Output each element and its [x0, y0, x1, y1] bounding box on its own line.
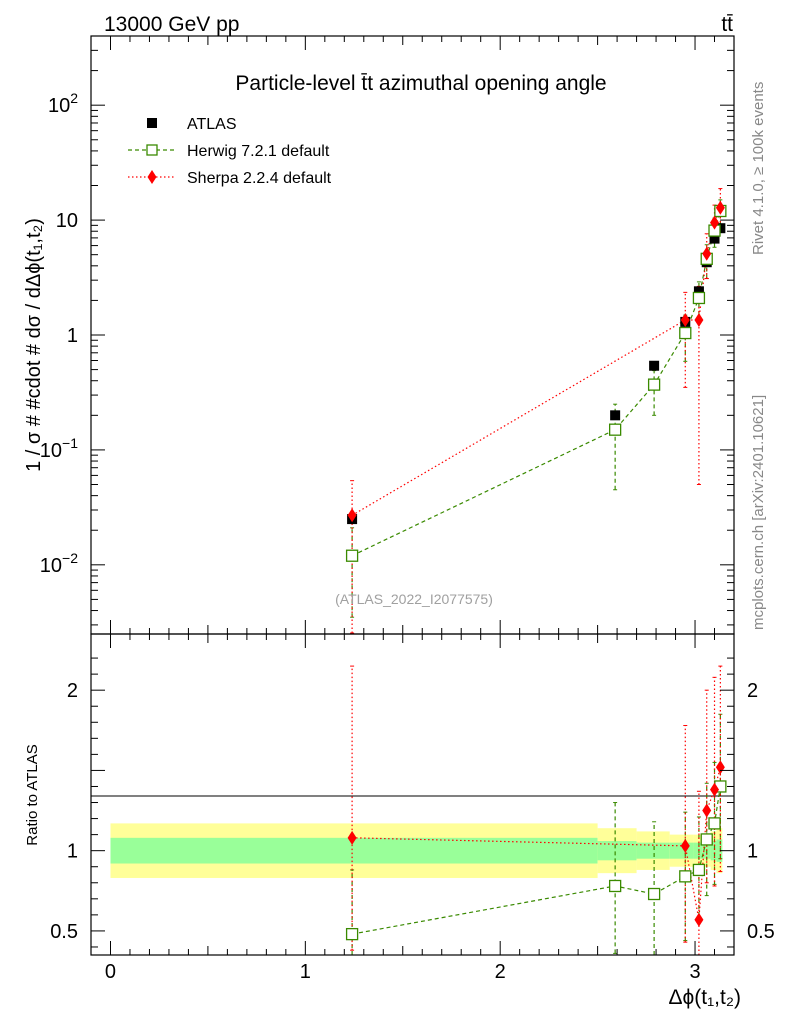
ratio-y-axis-label: Ratio to ATLAS [24, 744, 41, 845]
main-axis-ticks [91, 35, 734, 634]
y-tick-label: 10−2 [40, 550, 78, 577]
point-sherpa [702, 246, 712, 261]
x-tick-labels: 0 1 2 3 [105, 961, 701, 983]
point-sherpa [715, 200, 725, 215]
point-herwig [647, 887, 661, 901]
process-label: tt̄ [721, 13, 733, 36]
series-line-sherpa [351, 207, 721, 516]
energy-label: 13000 GeV pp [104, 13, 239, 36]
legend-marker-atlas [147, 118, 157, 128]
legend-label-sherpa: Sherpa 2.2.4 default [187, 170, 332, 187]
ratio-error-bars [350, 665, 723, 956]
point-sherpa [680, 313, 690, 328]
ratio-uncertainty-bands [110, 823, 723, 878]
ratio-points [345, 760, 727, 941]
point-atlas [649, 360, 660, 371]
point-sherpa [715, 760, 725, 775]
x-tick-label: 1 [300, 961, 311, 983]
point-atlas [709, 233, 720, 244]
legend-marker-herwig [146, 144, 158, 156]
ratio-y-tick-label-right: 0.5 [747, 921, 775, 943]
y-tick-label: 10−1 [40, 435, 78, 462]
legend-marker-sherpa [147, 170, 157, 184]
series-line-herwig [351, 210, 721, 557]
point-herwig [692, 291, 706, 305]
ratio-series-lines [351, 767, 721, 935]
ratio-panel: 0.5 1 2 0.5 1 2 0 1 2 3 Ratio to ATLAS Δϕ(t₁,t₂… [24, 633, 775, 1009]
point-sherpa [347, 508, 357, 523]
chart-title: Particle-level t̄t azimuthal opening ang… [235, 72, 606, 95]
legend-label-herwig: Herwig 7.2.1 default [187, 143, 330, 160]
point-herwig [679, 870, 692, 883]
point-sherpa [694, 912, 704, 927]
point-herwig [608, 879, 622, 893]
ratio-frame [90, 633, 735, 956]
ratio-y-tick-labels-right: 0.5 1 2 [747, 680, 775, 943]
ratio-y-tick-label: 2 [67, 680, 78, 702]
legend: ATLAS Herwig 7.2.1 default Sherpa 2.2.4 … [128, 116, 332, 187]
main-series-lines [351, 207, 721, 557]
y-tick-label: 1 [67, 325, 78, 347]
main-y-axis-label: 1 / σ # #cdot # dσ / dΔϕ(t₁,t₂) [23, 218, 45, 472]
point-herwig [345, 927, 359, 941]
point-sherpa [347, 830, 357, 845]
point-sherpa [702, 803, 712, 818]
band-inner [716, 839, 723, 862]
point-herwig [647, 378, 661, 391]
point-sherpa [680, 838, 690, 853]
point-sherpa [710, 782, 720, 797]
band-inner [710, 841, 717, 861]
band-inner [693, 842, 703, 859]
point-atlas [693, 286, 704, 297]
point-herwig [692, 863, 706, 877]
x-tick-label: 0 [105, 961, 116, 983]
legend-entry-atlas: ATLAS [147, 116, 237, 133]
analysis-watermark: (ATLAS_2022_I2077575) [335, 591, 493, 607]
legend-entry-sherpa: Sherpa 2.2.4 default [128, 170, 332, 187]
point-herwig [345, 549, 359, 562]
ratio-axis-ticks [91, 634, 734, 955]
x-tick-label: 3 [689, 961, 700, 983]
main-panel: 10−2 10−1 1 10 102 Particle-level t̄t azimut… [23, 35, 735, 635]
point-herwig [679, 326, 692, 340]
source-label: mcplots.cern.ch [arXiv:2401.10621] [750, 395, 767, 630]
ratio-y-tick-label: 0.5 [50, 921, 78, 943]
main-error-bars [350, 188, 723, 634]
point-herwig [708, 817, 721, 830]
point-herwig [608, 423, 622, 436]
band-inner [636, 842, 670, 859]
point-sherpa [694, 313, 704, 328]
point-atlas [610, 410, 621, 421]
main-y-tick-labels: 10−2 10−1 1 10 102 [40, 90, 78, 577]
y-tick-label: 10 [56, 210, 78, 232]
ratio-y-tick-labels: 0.5 1 2 [50, 680, 78, 943]
ratio-y-tick-label: 1 [67, 841, 78, 863]
main-points [345, 200, 727, 562]
point-herwig [700, 833, 713, 846]
band-inner [597, 841, 637, 861]
rivet-label: Rivet 4.1.0, ≥ 100k events [750, 82, 767, 255]
y-tick-label: 102 [48, 90, 78, 117]
x-axis-label: Δϕ(t₁,t₂) [668, 986, 741, 1009]
legend-label-atlas: ATLAS [187, 116, 237, 133]
x-tick-label: 2 [495, 961, 506, 983]
ratio-y-tick-label-right: 1 [747, 841, 758, 863]
point-sherpa [710, 215, 720, 230]
ratio-y-tick-label-right: 2 [747, 680, 758, 702]
series-line-herwig [351, 786, 721, 935]
legend-entry-herwig: Herwig 7.2.1 default [128, 143, 330, 160]
